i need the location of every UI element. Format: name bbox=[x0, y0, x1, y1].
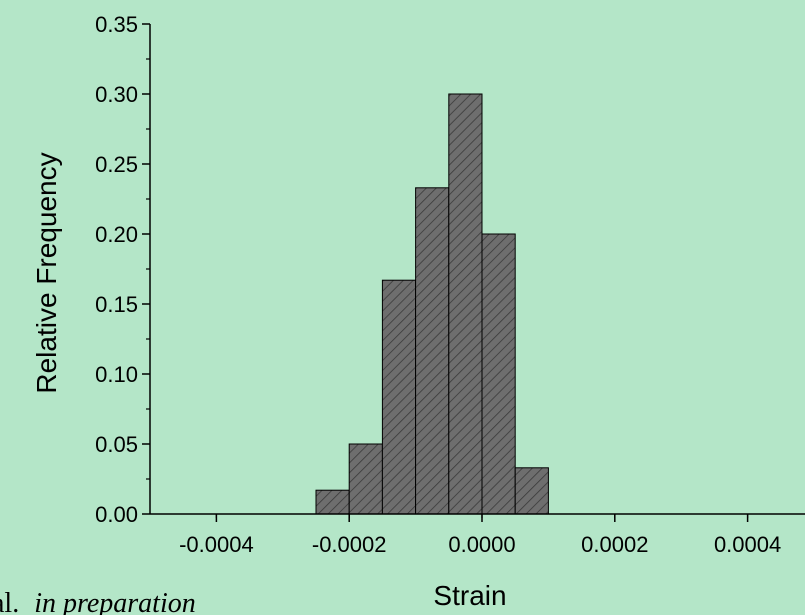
histogram-bar-6 bbox=[514, 467, 549, 515]
x-tick-label-1: -0.0002 bbox=[312, 532, 387, 557]
x-tick-label-2: 0.0000 bbox=[448, 532, 515, 557]
x-tick-label-4: 0.0004 bbox=[714, 532, 781, 557]
histogram-bar-5 bbox=[481, 233, 516, 515]
y-axis-ticks: 0.00 0.05 0.10 0.15 0.20 0.25 0.30 0.35 bbox=[95, 12, 150, 527]
histogram-bars bbox=[315, 93, 549, 515]
histogram-bar-1 bbox=[348, 443, 383, 515]
y-tick-label-1: 0.05 bbox=[95, 432, 138, 457]
y-axis-title: Relative Frequency bbox=[31, 152, 62, 393]
histogram-bar-3 bbox=[415, 187, 450, 515]
footnote-italic: in preparation bbox=[34, 588, 196, 615]
x-axis-title: Strain bbox=[433, 580, 506, 611]
y-tick-label-0: 0.00 bbox=[95, 502, 138, 527]
x-tick-label-3: 0.0002 bbox=[581, 532, 648, 557]
histogram-bar-0 bbox=[315, 489, 350, 515]
footnote: al. in preparation bbox=[0, 588, 196, 615]
y-tick-label-2: 0.10 bbox=[95, 362, 138, 387]
x-tick-label-0: -0.0004 bbox=[179, 532, 254, 557]
y-tick-label-3: 0.15 bbox=[95, 292, 138, 317]
histogram-bar-2 bbox=[381, 279, 417, 515]
histogram-bar-4 bbox=[448, 93, 483, 515]
y-tick-label-4: 0.20 bbox=[95, 222, 138, 247]
y-tick-label-6: 0.30 bbox=[95, 82, 138, 107]
y-tick-label-5: 0.25 bbox=[95, 152, 138, 177]
x-axis-ticks: -0.0004 -0.0002 0.0000 0.0002 0.0004 bbox=[179, 514, 781, 557]
footnote-prefix: al. bbox=[0, 588, 19, 615]
y-tick-label-7: 0.35 bbox=[95, 12, 138, 37]
